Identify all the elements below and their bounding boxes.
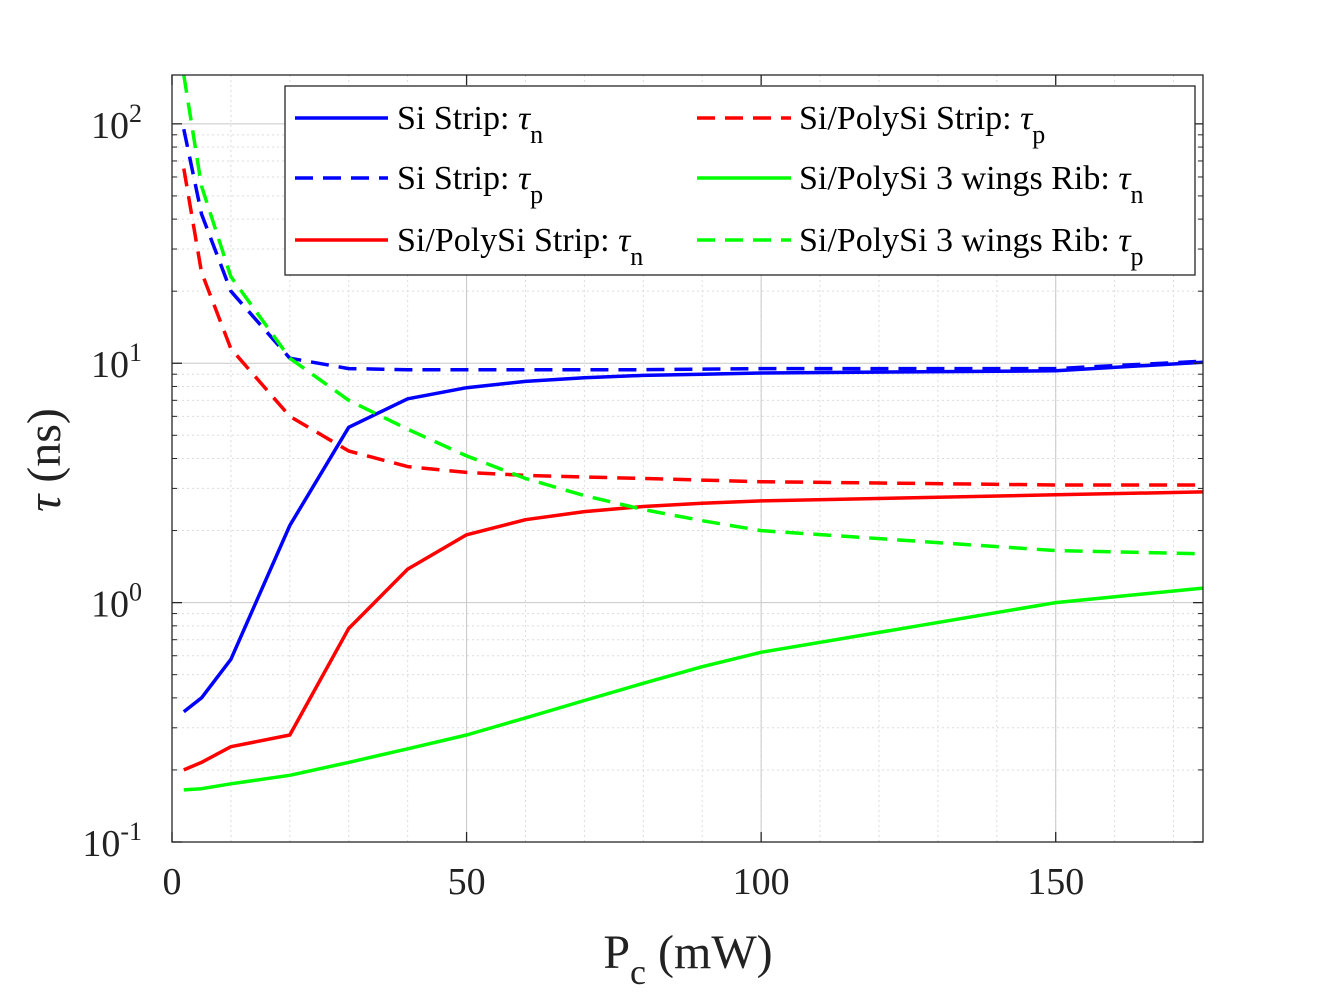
series-layer [182,74,1204,792]
y-tick-label-exp: -1 [120,817,142,846]
legend-entry-1: Si Strip: τn [295,100,543,149]
legend-label: Si/PolySi 3 wings Rib: τp [799,222,1144,271]
legend-entry-3: Si/PolySi Strip: τn [295,222,643,271]
x-tick-labels: 0 50 100 150 [163,861,1085,903]
x-tick-label: 50 [448,861,486,903]
series-line-2 [182,128,1204,372]
legend-entry-4: Si/PolySi Strip: τp [697,100,1045,149]
y-tick-label-base: 10 [91,584,129,626]
legend-entry-2: Si Strip: τp [295,160,543,209]
y-tick-label-base: 10 [82,823,120,865]
y-tick-label-exp: 1 [129,338,142,367]
y-tick-label-base: 10 [91,105,129,147]
x-axis-label: Pc (mW) [603,926,772,992]
x-tick-label: 150 [1027,861,1084,903]
legend-entry-6: Si/PolySi 3 wings Rib: τp [697,222,1144,271]
y-tick-label: 100 [91,578,142,626]
y-axis-label-rest: (ns) [18,408,71,495]
legend: Si Strip: τn Si Strip: τp Si/PolySi Strip:… [284,85,1196,276]
y-tick-label: 101 [91,338,142,386]
series-line-6 [182,74,1204,556]
series-line-5 [183,586,1204,792]
y-tick-label: 102 [91,99,142,147]
legend-label: Si/PolySi 3 wings Rib: τn [799,160,1144,209]
y-tick-label-exp: 2 [129,99,142,128]
legend-label: Si/PolySi Strip: τp [799,100,1045,149]
x-axis-label-main: P [603,926,630,979]
y-axis-label-symbol: τ [18,493,71,512]
legend-label: Si Strip: τn [397,100,543,149]
legend-label: Si/PolySi Strip: τn [397,222,643,271]
x-tick-label: 100 [733,861,790,903]
y-tick-label: 10-1 [82,817,142,865]
series-line-3 [183,490,1204,772]
legend-entry-5: Si/PolySi 3 wings Rib: τn [697,160,1144,209]
legend-label: Si Strip: τp [397,160,543,209]
axes [171,74,1204,843]
y-tick-label-exp: 0 [129,578,142,607]
series-line-1 [182,360,1204,714]
x-tick-label: 0 [163,861,182,903]
x-axis-label-sub: c [630,952,646,992]
series-line-4 [182,168,1203,487]
y-axis-label: τ (ns) [18,408,71,512]
x-axis-label-rest: (mW) [646,926,773,979]
y-tick-label-base: 10 [91,344,129,386]
